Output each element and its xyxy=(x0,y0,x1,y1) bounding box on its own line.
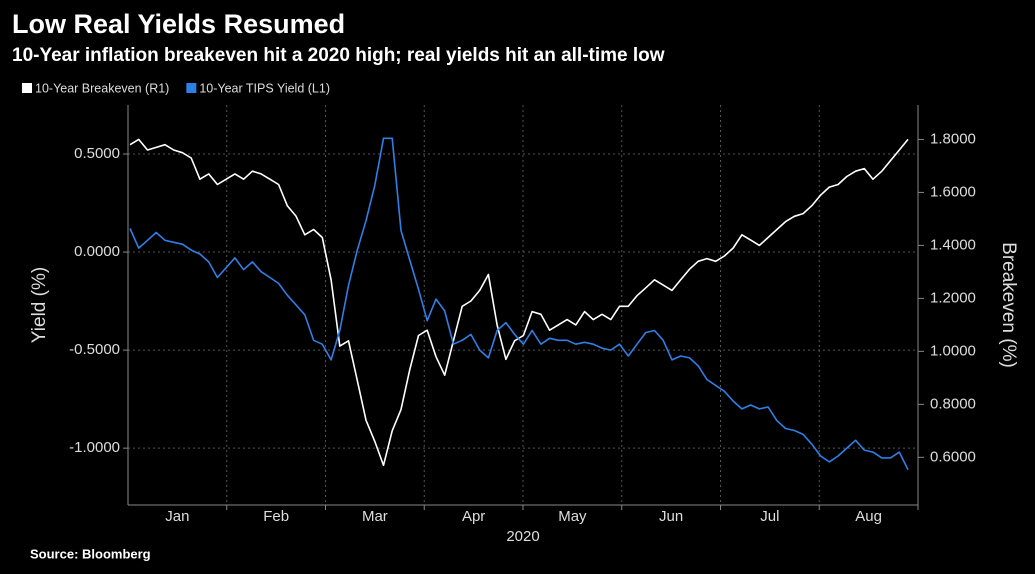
series-line xyxy=(129,138,909,467)
y-tick-label: 0.5000 xyxy=(74,145,120,162)
legend-swatch xyxy=(186,83,197,93)
y2-tick-label: 0.8000 xyxy=(930,395,976,412)
source: Source: Bloomberg xyxy=(30,546,151,561)
x-tick-label: May xyxy=(558,508,587,525)
x-tick-label: Jul xyxy=(760,508,779,525)
x-tick-label: Feb xyxy=(263,508,289,525)
y2-tick-label: 1.6000 xyxy=(930,183,976,200)
legend-label: 10-Year Breakeven (R1) xyxy=(35,81,169,95)
x-tick-label: Aug xyxy=(855,508,882,525)
y2-tick-label: 1.4000 xyxy=(930,236,976,253)
y2-tick-label: 0.6000 xyxy=(930,448,976,465)
x-tick-label: Jan xyxy=(165,508,189,525)
y-tick-label: -1.0000 xyxy=(69,439,120,456)
y-tick-label: -0.5000 xyxy=(69,341,120,358)
x-axis-label: 2020 xyxy=(506,528,539,545)
x-tick-label: Jun xyxy=(659,508,683,525)
y2-tick-label: 1.0000 xyxy=(930,342,976,359)
y-axis-label: Yield (%) xyxy=(29,267,50,343)
legend-label: 10-Year TIPS Yield (L1) xyxy=(199,81,330,95)
y2-tick-label: 1.8000 xyxy=(930,130,976,147)
chart-title: Low Real Yields Resumed xyxy=(12,9,345,39)
legend-swatch xyxy=(22,83,32,93)
chart-subtitle: 10-Year inflation breakeven hit a 2020 h… xyxy=(12,45,665,66)
y2-axis-label: Breakeven (%) xyxy=(998,242,1019,368)
series-line xyxy=(129,137,909,471)
y-tick-label: 0.0000 xyxy=(74,243,120,260)
y2-tick-label: 1.2000 xyxy=(930,289,976,306)
x-tick-label: Apr xyxy=(462,508,485,525)
x-tick-label: Mar xyxy=(362,508,388,525)
